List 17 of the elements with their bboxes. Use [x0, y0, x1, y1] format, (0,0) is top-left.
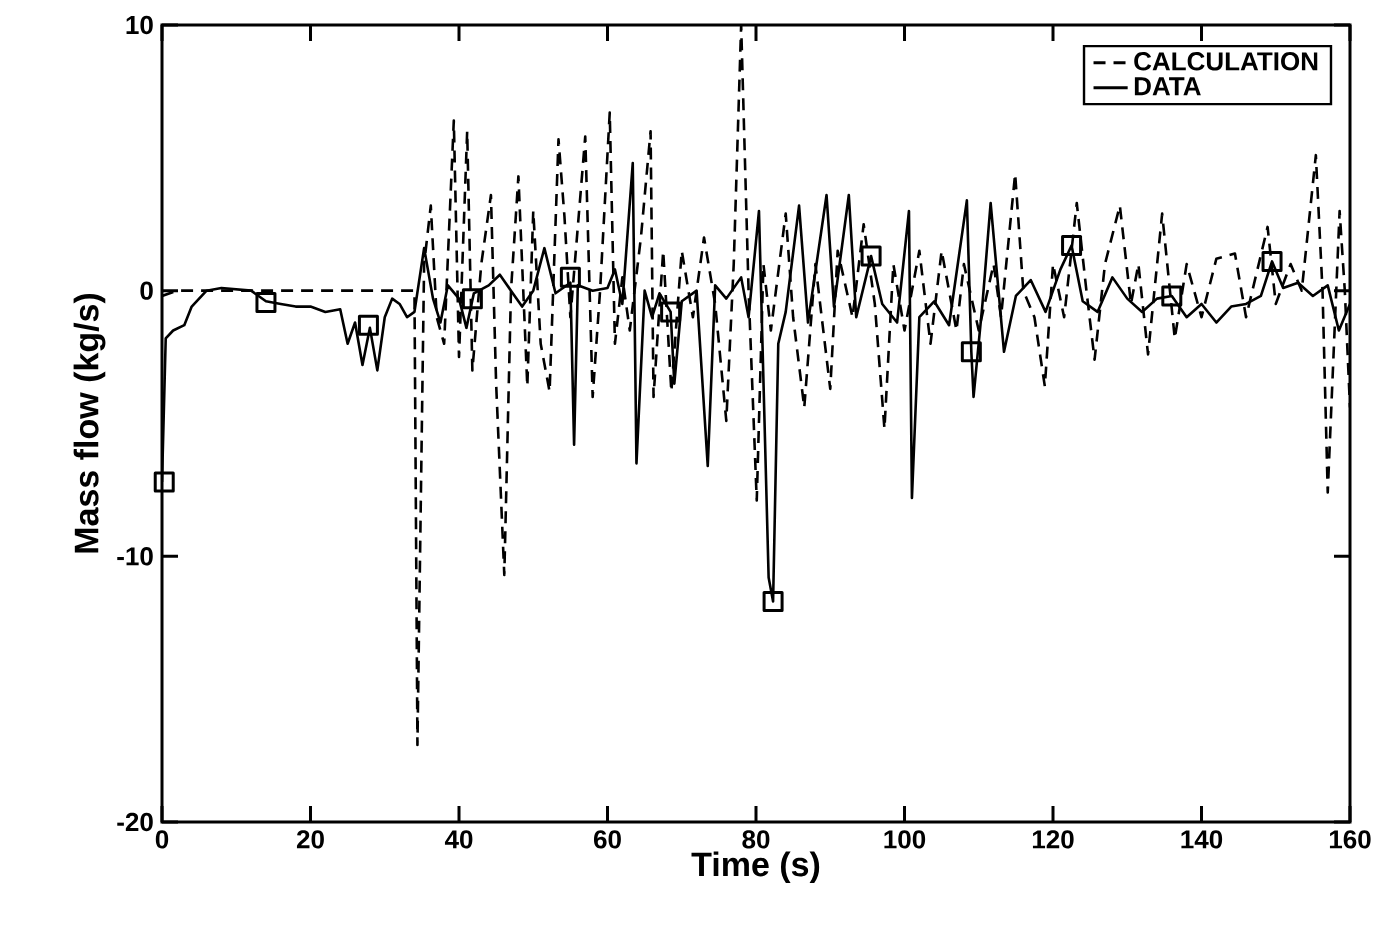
y-axis-title: Mass flow (kg/s): [73, 293, 106, 553]
legend-label: DATA: [1134, 77, 1201, 96]
x-tick-label: 60: [593, 830, 621, 849]
x-tick-label: 100: [884, 830, 926, 849]
y-tick-label: 10: [126, 15, 153, 35]
x-tick-label: 160: [1329, 830, 1371, 849]
x-tick-label: 140: [1181, 830, 1223, 849]
x-axis-title: Time (s): [691, 851, 820, 884]
y-tick-label: 0: [140, 281, 153, 300]
x-tick-label: 20: [296, 830, 324, 849]
x-tick-label: 0: [155, 830, 169, 849]
legend-label: CALCULATION: [1134, 52, 1318, 71]
y-tick-label: -20: [117, 812, 153, 832]
x-tick-label: 80: [742, 830, 770, 849]
x-tick-label: 120: [1032, 830, 1074, 849]
x-tick-label: 40: [444, 830, 473, 849]
y-tick-label: -10: [117, 547, 153, 566]
